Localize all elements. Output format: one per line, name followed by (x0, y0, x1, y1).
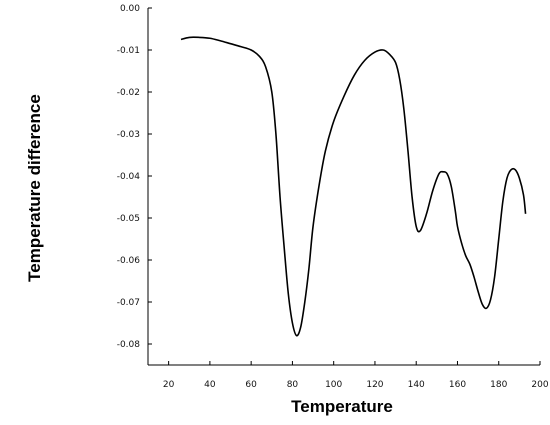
y-tick-label: -0.04 (117, 172, 141, 182)
y-tick-label: -0.08 (117, 340, 141, 350)
x-tick-label: 20 (163, 380, 175, 390)
x-ticks: 20 40 60 80 100 120 140 160 180 200 (163, 361, 549, 390)
y-tick-label: 0.00 (120, 4, 140, 14)
axes (147, 8, 540, 366)
y-tick-label: -0.01 (117, 46, 140, 56)
y-ticks: 0.00 -0.01 -0.02 -0.03 -0.04 -0.05 -0.06 -0.07 -… (117, 4, 152, 350)
x-tick-label: 180 (490, 380, 507, 390)
x-tick-label: 140 (408, 380, 425, 390)
y-tick-label: -0.03 (117, 130, 140, 140)
x-tick-label: 160 (449, 380, 466, 390)
y-tick-label: -0.07 (117, 298, 140, 308)
x-tick-label: 80 (287, 380, 299, 390)
x-tick-label: 60 (245, 380, 257, 390)
y-axis-title: Temperature difference (25, 94, 44, 282)
x-tick-label: 200 (531, 380, 548, 390)
y-tick-label: -0.02 (117, 88, 140, 98)
x-axis-title: Temperature (291, 397, 393, 416)
x-tick-label: 120 (366, 380, 383, 390)
x-tick-label: 40 (204, 380, 216, 390)
y-tick-label: -0.05 (117, 214, 140, 224)
series-line (180, 36, 527, 337)
y-tick-label: -0.06 (117, 256, 141, 266)
x-tick-label: 100 (325, 380, 342, 390)
